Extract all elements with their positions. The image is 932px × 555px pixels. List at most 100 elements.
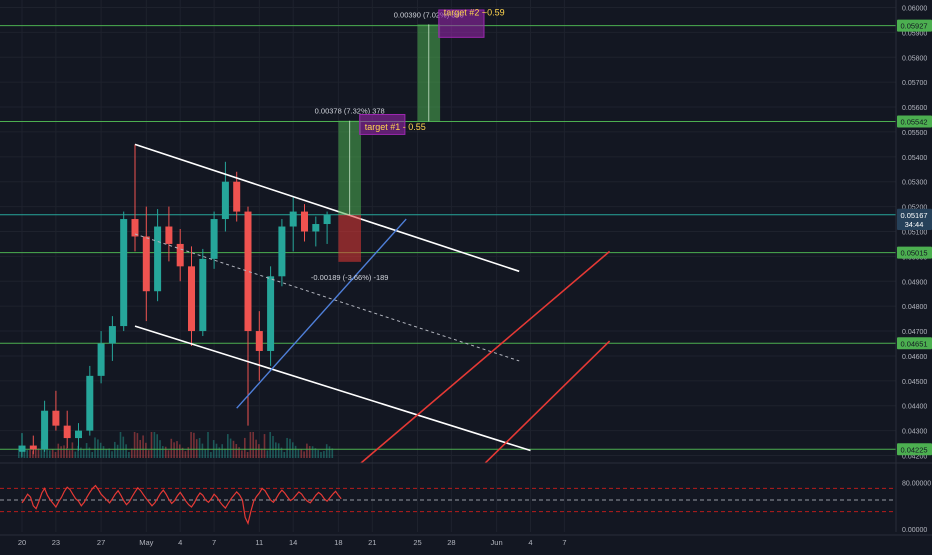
candle-body: [154, 226, 162, 292]
price-tick-label: 0.04800: [902, 304, 927, 311]
volume-bar: [102, 446, 105, 458]
time-tick-label: 14: [289, 538, 297, 547]
volume-bar: [317, 450, 319, 458]
price-tag: [897, 246, 932, 259]
volume-bar: [23, 448, 26, 458]
volume-bar: [272, 436, 274, 458]
price-tick-label: 0.05400: [902, 155, 927, 162]
price-tag: [897, 443, 932, 456]
candle-body: [86, 375, 94, 431]
volume-bar: [32, 451, 34, 458]
price-tick-label: 0.05500: [902, 130, 927, 137]
candle-body: [210, 219, 218, 259]
volume-bar: [249, 432, 252, 458]
price-tick-label: 0.06000: [902, 5, 927, 12]
candle-body: [176, 243, 184, 267]
volume-bar: [260, 448, 263, 458]
time-tick-label: 4: [528, 538, 532, 547]
volume-bar: [142, 435, 144, 458]
target-box: [359, 114, 406, 135]
volume-bar: [266, 450, 269, 458]
volume-bar: [164, 446, 167, 458]
volume-bar: [173, 442, 175, 458]
volume-bar: [218, 447, 221, 458]
volume-bar: [150, 432, 153, 458]
candle-body: [278, 226, 286, 277]
volume-bar: [294, 445, 297, 458]
price-tag: [897, 115, 932, 128]
volume-bar: [156, 434, 158, 458]
candle-body: [75, 430, 82, 439]
volume-bar: [29, 449, 31, 458]
volume-bar: [314, 448, 317, 458]
volume-bar: [128, 452, 130, 458]
volume-bar: [85, 443, 88, 458]
volume-bar: [190, 432, 192, 458]
volume-bar: [286, 437, 288, 458]
volume-bar: [325, 444, 328, 458]
volume-bar: [201, 443, 204, 458]
price-tick-label: 0.05200: [902, 205, 927, 212]
volume-bar: [241, 450, 243, 458]
volume-bar: [133, 432, 136, 458]
volume-bar: [235, 444, 238, 458]
volume-bar: [269, 432, 271, 458]
candle-body: [18, 445, 26, 452]
volume-bar: [331, 448, 334, 458]
time-tick-label: 4: [178, 538, 182, 547]
volume-bar: [167, 450, 170, 458]
candle-body: [131, 219, 139, 237]
volume-bar: [147, 450, 150, 458]
volume-bar: [215, 443, 218, 458]
blue-trendline: [236, 218, 407, 409]
price-tick-label: 0.04900: [902, 279, 927, 286]
candle-body: [289, 211, 297, 227]
candle-body: [255, 331, 263, 351]
volume-bar: [51, 449, 54, 458]
target-label: target #1 - 0.55: [365, 122, 426, 132]
price-tag-label: 34:44: [905, 220, 924, 229]
candle-body: [188, 266, 195, 332]
price-tick-label: 0.04200: [902, 454, 927, 461]
price-tag-label: 0.04651: [900, 339, 927, 348]
volume-bar: [71, 442, 74, 458]
volume-bar: [179, 444, 181, 458]
price-tag: [897, 337, 932, 350]
candle-body: [41, 410, 49, 450]
volume-bar: [119, 432, 122, 458]
time-tick-label: 7: [212, 538, 216, 547]
channel-mid-line: [134, 233, 520, 362]
candle-body: [323, 214, 331, 225]
volume-bar: [54, 452, 57, 458]
indicator-tick-label: 0.00000: [902, 527, 927, 534]
volume-bar: [153, 432, 156, 458]
volume-bar: [136, 433, 139, 458]
volume-bar: [195, 439, 198, 458]
volume-bar: [277, 443, 280, 458]
price-tag: [897, 19, 932, 32]
position-loss-zone: [338, 214, 361, 262]
price-tick-label: 0.05900: [902, 30, 927, 37]
price-tick-label: 0.04500: [902, 379, 927, 386]
volume-bar: [97, 439, 99, 458]
volume-bar: [77, 445, 79, 458]
time-tick-label: 28: [447, 538, 455, 547]
channel-upper-line: [134, 143, 520, 273]
price-axis-panel: [896, 0, 932, 550]
volume-bar: [94, 437, 96, 458]
volume-bar: [170, 438, 173, 458]
volume-bar: [114, 441, 116, 458]
channel-lower-line: [134, 325, 531, 452]
candle-body: [233, 181, 241, 212]
candle-body: [97, 343, 105, 376]
volume-bar: [246, 452, 249, 458]
time-tick-label: May: [139, 538, 153, 547]
volume-bar: [193, 432, 195, 458]
volume-bar: [320, 452, 322, 458]
volume-bar: [57, 443, 60, 458]
volume-bar: [252, 432, 254, 458]
volume-bar: [111, 451, 113, 458]
volume-bar: [122, 436, 125, 458]
